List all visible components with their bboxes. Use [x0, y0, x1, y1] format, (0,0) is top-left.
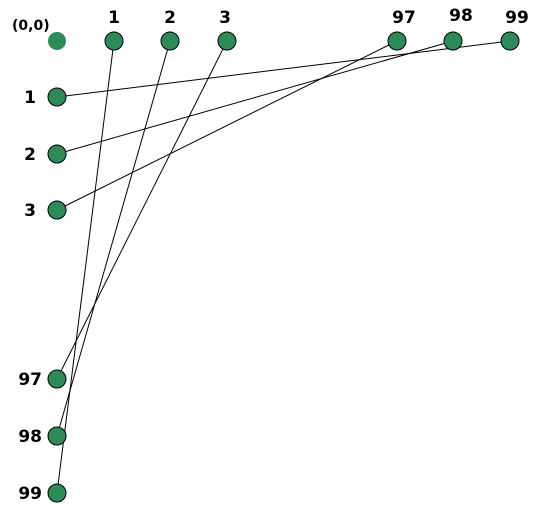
- left-node-98: 98: [18, 426, 67, 447]
- edge-t3-l97: [56, 40, 228, 380]
- left-node-97: 97: [18, 369, 67, 390]
- origin-label: (0,0): [12, 18, 50, 34]
- left-node-3-circle: [47, 200, 67, 220]
- top-node-98-circle: [443, 31, 463, 51]
- edge-t1-l99: [56, 40, 115, 494]
- left-node-97-label: 97: [18, 370, 42, 390]
- top-node-97-label: 97: [392, 8, 416, 28]
- top-node-97: 97: [387, 8, 416, 51]
- top-node-1-circle: [104, 31, 124, 51]
- left-node-98-circle: [47, 426, 67, 446]
- top-node-3-circle: [217, 31, 237, 51]
- edges-layer: [56, 40, 511, 494]
- left-node-2-label: 2: [24, 145, 36, 165]
- top-node-2-circle: [160, 31, 180, 51]
- left-node-99-label: 99: [18, 484, 42, 504]
- edge-t2-l98: [56, 40, 171, 437]
- left-node-99: 99: [18, 483, 67, 504]
- left-node-1: 1: [24, 87, 67, 108]
- top-node-2: 2: [160, 8, 180, 51]
- left-node-1-circle: [47, 87, 67, 107]
- top-node-1: 1: [104, 8, 124, 51]
- top-node-99-label: 99: [505, 8, 529, 28]
- top-node-98-label: 98: [449, 6, 473, 26]
- left-node-2-circle: [47, 144, 67, 164]
- edge-t98-l2: [56, 40, 454, 155]
- left-node-3: 3: [24, 200, 67, 221]
- top-node-3: 3: [217, 8, 237, 51]
- top-node-99-circle: [500, 31, 520, 51]
- top-node-98: 98: [443, 6, 473, 51]
- left-node-98-label: 98: [18, 427, 42, 447]
- left-node-1-label: 1: [24, 88, 36, 108]
- origin-node: [48, 32, 66, 50]
- top-node-99: 99: [500, 8, 529, 51]
- top-node-2-label: 2: [164, 8, 176, 28]
- edge-t99-l1: [56, 40, 511, 98]
- left-node-99-circle: [47, 483, 67, 503]
- top-node-3-label: 3: [219, 8, 231, 28]
- left-node-3-label: 3: [24, 201, 36, 221]
- left-node-2: 2: [24, 144, 67, 165]
- left-node-97-circle: [47, 369, 67, 389]
- top-node-1-label: 1: [108, 8, 120, 28]
- edge-t97-l3: [56, 40, 398, 211]
- top-node-97-circle: [387, 31, 407, 51]
